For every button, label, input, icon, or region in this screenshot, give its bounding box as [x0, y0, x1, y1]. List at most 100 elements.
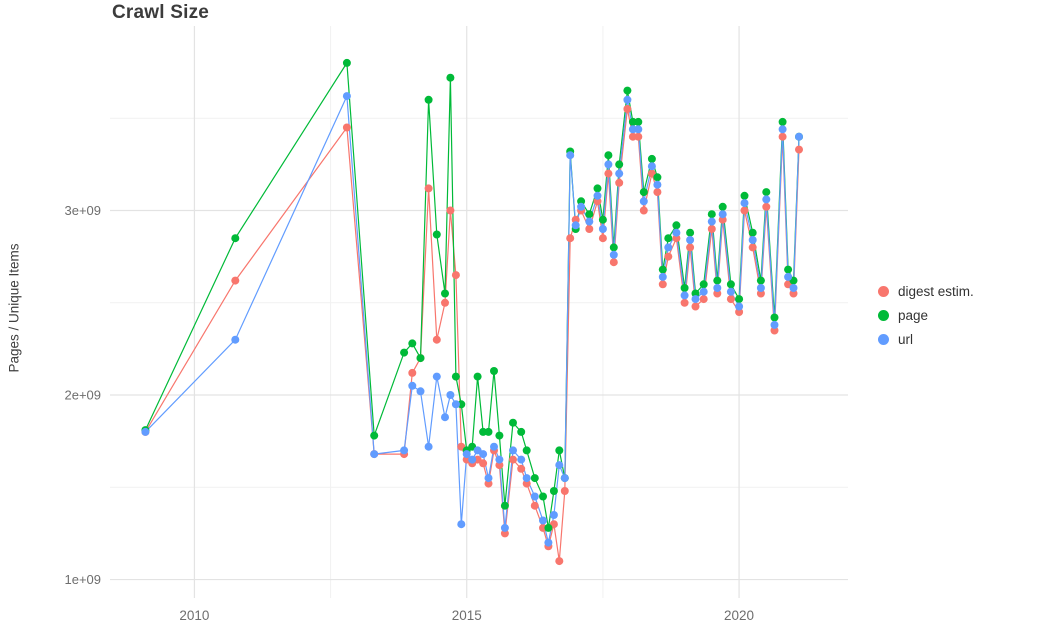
- y-tick-label: 2e+09: [64, 388, 101, 403]
- data-point: [530, 501, 539, 510]
- data-point: [634, 132, 643, 141]
- x-tick-label: 2020: [724, 608, 754, 623]
- data-point: [555, 446, 564, 455]
- data-point: [615, 160, 624, 169]
- data-point: [699, 295, 708, 304]
- data-point: [530, 474, 539, 483]
- data-point: [653, 173, 662, 182]
- data-point: [647, 162, 656, 171]
- data-point: [770, 320, 779, 329]
- data-point: [713, 284, 722, 292]
- data-point: [672, 221, 681, 230]
- data-point: [707, 225, 716, 233]
- data-point: [634, 117, 643, 126]
- data-point: [370, 450, 379, 459]
- data-point: [539, 492, 547, 501]
- data-point: [748, 228, 757, 237]
- legend-item-page: page: [878, 308, 974, 323]
- data-point: [664, 234, 673, 243]
- data-point: [658, 272, 667, 281]
- data-point: [462, 450, 471, 459]
- data-point: [756, 276, 765, 285]
- data-point: [446, 206, 455, 215]
- data-point: [647, 154, 656, 163]
- data-point: [495, 431, 504, 440]
- data-point: [639, 206, 648, 215]
- data-point: [634, 125, 643, 134]
- data-point: [740, 199, 749, 208]
- data-point: [639, 197, 648, 206]
- data-point: [609, 243, 618, 252]
- data-point: [231, 335, 240, 344]
- data-point: [571, 215, 580, 224]
- legend-item-digest-estim: digest estim.: [878, 284, 974, 299]
- data-point: [740, 191, 749, 200]
- data-point: [484, 479, 493, 488]
- data-point: [686, 228, 695, 237]
- data-point: [748, 236, 757, 244]
- data-point: [664, 243, 673, 252]
- data-point: [451, 271, 460, 280]
- data-point: [718, 210, 727, 219]
- data-point: [517, 455, 526, 464]
- legend-label-page: page: [898, 308, 929, 323]
- legend-label-digest-estim: digest estim.: [898, 284, 974, 299]
- data-point: [740, 206, 749, 215]
- legend-swatch-page-icon: [878, 310, 889, 321]
- data-point: [231, 276, 240, 285]
- data-point: [500, 529, 509, 538]
- data-point: [446, 73, 455, 82]
- data-point: [490, 367, 498, 375]
- data-point: [509, 446, 517, 455]
- data-point: [473, 372, 482, 381]
- data-point: [446, 391, 455, 399]
- data-point: [593, 191, 602, 200]
- data-point: [623, 105, 632, 113]
- data-point: [517, 464, 526, 473]
- data-point: [658, 280, 667, 289]
- data-point: [432, 372, 441, 381]
- data-point: [522, 479, 531, 488]
- legend-item-url: url: [878, 332, 974, 347]
- data-point: [653, 180, 662, 189]
- data-point: [598, 215, 607, 224]
- data-point: [484, 474, 493, 483]
- data-point: [735, 295, 744, 304]
- data-point: [762, 188, 771, 197]
- legend-label-url: url: [898, 332, 914, 347]
- series-line-url: [144, 93, 800, 543]
- data-point: [141, 427, 150, 436]
- data-point: [451, 400, 460, 409]
- data-point: [577, 202, 586, 211]
- data-point: [560, 487, 569, 495]
- data-point: [593, 197, 602, 206]
- chart-title: Crawl Size: [112, 2, 210, 23]
- data-point: [623, 95, 632, 104]
- x-tick-label: 2010: [179, 608, 209, 623]
- x-tick-label: 2015: [452, 608, 482, 623]
- y-tick-label: 3e+09: [64, 203, 101, 218]
- data-point: [778, 117, 787, 126]
- data-point: [408, 381, 417, 390]
- data-point: [615, 169, 624, 178]
- data-point: [615, 178, 624, 187]
- data-point: [416, 387, 425, 396]
- data-point: [432, 230, 441, 239]
- data-point: [522, 474, 531, 483]
- data-point: [490, 442, 498, 451]
- data-point: [680, 284, 689, 292]
- data-point: [577, 197, 586, 206]
- data-point: [342, 92, 351, 101]
- data-point: [432, 335, 441, 344]
- data-point: [707, 210, 716, 219]
- data-point: [549, 487, 558, 495]
- data-point: [604, 169, 613, 178]
- data-point: [756, 284, 765, 292]
- data-point: [231, 234, 240, 243]
- data-point: [468, 455, 477, 464]
- data-point: [691, 302, 700, 311]
- y-axis-title: Pages / Unique Items: [6, 243, 22, 373]
- data-point: [680, 291, 689, 300]
- data-point: [653, 188, 662, 197]
- data-point: [441, 289, 449, 298]
